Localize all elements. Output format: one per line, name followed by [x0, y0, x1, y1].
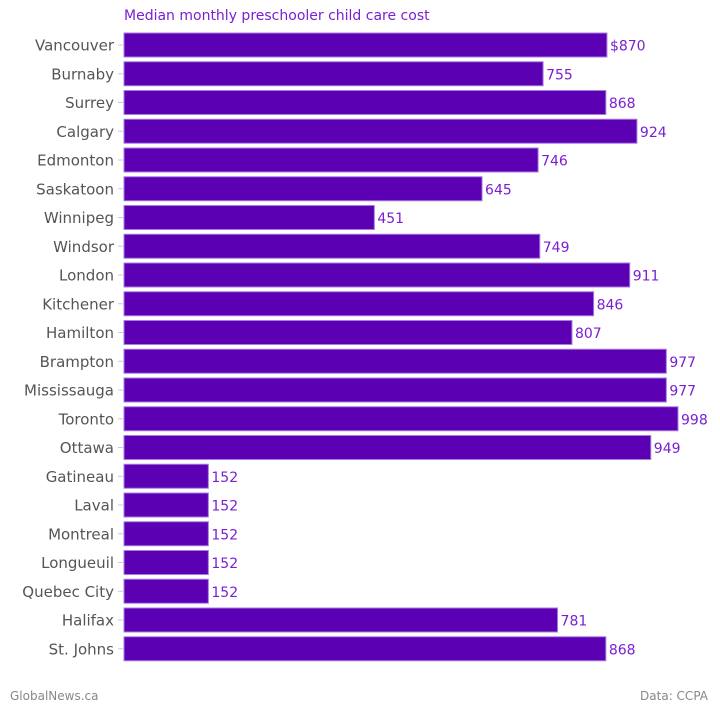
y-tick-label: St. Johns	[49, 640, 115, 658]
data-label: 645	[485, 182, 512, 198]
y-tick-label: Windsor	[53, 238, 115, 256]
bar	[123, 147, 539, 173]
data-label: 152	[211, 470, 238, 486]
bar	[123, 550, 209, 575]
y-tick-label: London	[59, 267, 114, 285]
bar	[123, 291, 595, 317]
bar	[123, 578, 209, 604]
y-tick-label: Toronto	[58, 410, 114, 428]
y-tick-label: Burnaby	[51, 65, 114, 83]
chart-title: Median monthly preschooler child care co…	[124, 8, 430, 24]
bar	[123, 205, 375, 230]
y-tick-label: Edmonton	[37, 152, 114, 170]
y-tick-label: Kitchener	[42, 295, 115, 313]
footer-source-left: GlobalNews.ca	[10, 689, 99, 703]
bar	[123, 348, 667, 374]
y-tick-label: Halifax	[62, 612, 114, 630]
y-tick-label: Vancouver	[35, 37, 115, 55]
y-tick-label: Laval	[74, 497, 114, 515]
bar	[123, 492, 209, 518]
y-tick-label: Longueuil	[41, 554, 114, 572]
bar	[123, 90, 607, 115]
bar	[123, 118, 638, 144]
y-tick-label: Quebec City	[22, 583, 114, 601]
data-label: 949	[654, 441, 681, 457]
data-label: 755	[546, 67, 573, 83]
bar	[123, 463, 209, 489]
bar	[123, 406, 679, 432]
data-label: 152	[211, 556, 238, 572]
y-tick-label: Calgary	[56, 123, 114, 141]
bar	[123, 233, 541, 259]
bar	[123, 607, 559, 633]
data-label: 924	[640, 125, 667, 141]
footer-source-right: Data: CCPA	[640, 689, 708, 703]
bar	[123, 320, 573, 345]
bar	[123, 377, 667, 403]
y-tick-label: Winnipeg	[44, 209, 114, 227]
data-label: 807	[575, 326, 602, 342]
y-tick-label: Gatineau	[46, 468, 114, 486]
bar	[123, 262, 631, 288]
data-label: 977	[669, 355, 696, 371]
y-tick-label: Surrey	[65, 94, 114, 112]
bar	[123, 636, 607, 662]
y-tick-label: Montreal	[48, 525, 114, 543]
data-label: 846	[597, 297, 624, 313]
bar	[123, 176, 483, 202]
data-label: 998	[681, 412, 708, 428]
data-label: 781	[561, 614, 588, 630]
bar	[123, 32, 608, 58]
data-label: 868	[609, 96, 636, 112]
y-tick-label: Ottawa	[60, 439, 114, 457]
data-label: 977	[669, 384, 696, 400]
bar	[123, 61, 544, 87]
bar	[123, 521, 209, 547]
data-label: 749	[543, 240, 570, 256]
y-tick-label: Mississauga	[24, 382, 114, 400]
data-label: 911	[633, 269, 660, 285]
data-label: 746	[541, 154, 568, 170]
data-label: 451	[377, 211, 404, 227]
data-label: 152	[211, 499, 238, 515]
data-label: 152	[211, 527, 238, 543]
bar	[123, 435, 652, 460]
y-tick-label: Saskatoon	[36, 180, 114, 198]
data-label: $870	[610, 39, 646, 55]
bar-chart: Vancouver $870 Burnaby 755 Surrey 868 Calgary 9…	[22, 32, 708, 662]
data-label: 152	[211, 585, 238, 601]
data-label: 868	[609, 642, 636, 658]
y-tick-label: Brampton	[40, 353, 114, 371]
y-tick-label: Hamilton	[46, 324, 114, 342]
